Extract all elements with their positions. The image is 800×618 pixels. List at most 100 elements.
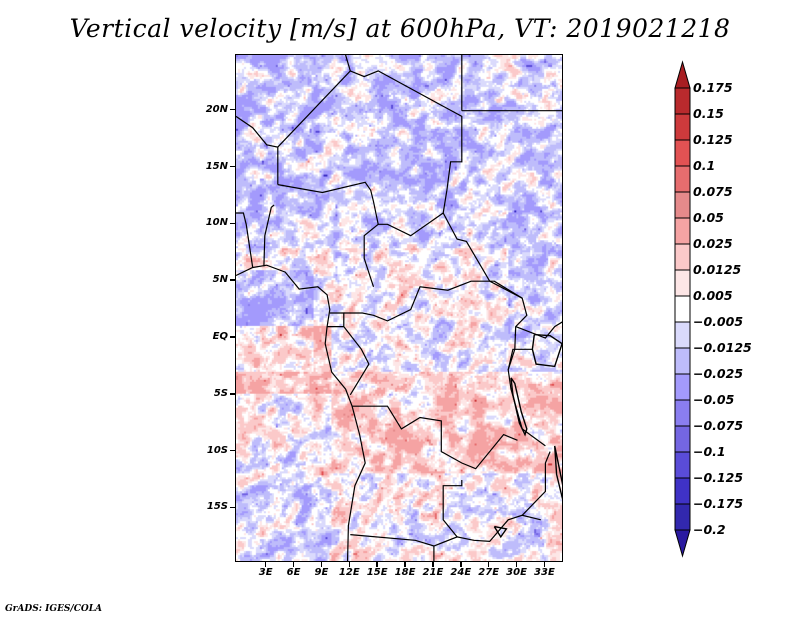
border-line [263, 204, 275, 267]
border-line [327, 312, 345, 328]
x-tick-mark [264, 562, 267, 567]
colorbar-level-label: 0.1 [693, 158, 716, 173]
colorbar-level-label: 0.025 [693, 236, 733, 251]
colorbar-swatch [674, 217, 691, 245]
lake-outline [510, 377, 528, 437]
colorbar-swatch [674, 321, 691, 349]
y-tick-mark [230, 393, 235, 395]
colorbar-level-label: 0.075 [693, 184, 733, 199]
y-tick-mark [230, 165, 235, 168]
x-tick-label: 33E [534, 567, 555, 578]
border-line [343, 280, 546, 447]
y-tick-label: 5N [212, 274, 228, 286]
lake-outline [531, 333, 562, 368]
colorbar-level-label: −0.05 [693, 392, 735, 407]
colorbar-level-label: −0.0125 [693, 340, 752, 355]
colorbar-extend-max [674, 60, 691, 89]
colorbar-level-label: 0.0125 [693, 262, 742, 277]
colorbar [674, 60, 691, 558]
border-line [352, 405, 518, 470]
y-tick-label: 15S [206, 501, 228, 513]
x-tick-label: 15E [366, 567, 388, 578]
border-line [521, 451, 551, 516]
border-line [350, 514, 541, 547]
colorbar-extend-min [674, 529, 691, 558]
y-tick-mark [230, 108, 235, 111]
x-tick-mark [348, 562, 351, 567]
y-tick-mark [230, 506, 235, 509]
x-tick-label: 21E [422, 567, 444, 578]
border-line [442, 480, 463, 538]
country-borders [236, 55, 562, 561]
border-line [236, 115, 279, 185]
colorbar-swatch [674, 425, 691, 453]
y-tick-label: 15N [205, 160, 228, 172]
colorbar-level-label: 0.125 [693, 132, 733, 147]
colorbar-swatch [674, 347, 691, 375]
y-tick-label: 5S [213, 387, 228, 399]
x-tick-mark [292, 562, 295, 567]
y-tick-label: EQ [212, 330, 228, 342]
y-tick-mark [230, 279, 235, 281]
colorbar-level-label: −0.2 [693, 522, 726, 537]
colorbar-swatch [674, 451, 691, 479]
x-tick-label: 24E [450, 567, 472, 578]
border-line [378, 212, 523, 299]
x-tick-mark [460, 562, 462, 567]
border-line [236, 212, 254, 268]
colorbar-level-label: 0.175 [693, 80, 733, 95]
colorbar-level-label: −0.1 [693, 444, 726, 459]
y-tick-mark [230, 449, 235, 452]
colorbar-level-label: −0.005 [693, 314, 744, 329]
colorbar-legend: 0.175 0.15 0.125 0.1 0.075 0.05 0.025 0.0125 0.0… [660, 55, 800, 565]
x-tick-label: 9E [314, 567, 329, 578]
vertical-velocity-field [236, 55, 562, 561]
y-tick-mark [230, 222, 235, 225]
colorbar-swatch [674, 191, 691, 219]
border-line [507, 348, 533, 370]
colorbar-swatch [674, 165, 691, 193]
x-tick-mark [404, 562, 406, 567]
colorbar-swatch [674, 139, 691, 167]
map-plot-area [235, 54, 563, 562]
colorbar-level-label: −0.175 [693, 496, 744, 511]
colorbar-swatch [674, 243, 691, 271]
x-tick-mark [376, 562, 378, 567]
colorbar-swatch [674, 373, 691, 401]
chart-title: Vertical velocity [m/s] at 600hPa, VT: 2… [69, 14, 731, 43]
colorbar-swatch [674, 399, 691, 427]
colorbar-level-label: −0.125 [693, 470, 744, 485]
colorbar-level-label: 0.005 [693, 288, 733, 303]
x-tick-mark [320, 562, 323, 567]
y-tick-label: 20N [205, 103, 228, 115]
colorbar-swatch [674, 295, 691, 323]
x-tick-mark [432, 562, 434, 567]
lake-outline [554, 445, 562, 500]
y-tick-label: 10S [206, 444, 228, 456]
colorbar-swatch [674, 477, 691, 505]
colorbar-level-label: −0.075 [693, 418, 744, 433]
border-line [236, 264, 366, 561]
x-tick-label: 6E [286, 567, 301, 578]
x-tick-label: 3E [258, 567, 273, 578]
border-line [515, 321, 562, 339]
x-tick-label: 12E [338, 567, 360, 578]
border-line [343, 326, 370, 396]
lake-outline [493, 525, 508, 539]
border-line [277, 70, 463, 214]
colorbar-level-label: −0.025 [693, 366, 744, 381]
x-tick-mark [543, 562, 546, 567]
colorbar-swatch [674, 503, 691, 531]
colorbar-level-label: 0.05 [693, 210, 724, 225]
x-tick-mark [487, 562, 490, 567]
x-tick-label: 30E [506, 567, 527, 578]
colorbar-swatch [674, 87, 691, 115]
y-tick-mark [230, 336, 235, 338]
y-tick-label: 10N [205, 217, 228, 229]
colorbar-swatch [674, 269, 691, 297]
x-tick-label: 27E [478, 567, 500, 578]
border-line [345, 55, 351, 72]
x-tick-label: 18E [394, 567, 416, 578]
footer-credit: GrADS: IGES/COLA [5, 604, 103, 614]
colorbar-level-label: 0.15 [693, 106, 724, 121]
